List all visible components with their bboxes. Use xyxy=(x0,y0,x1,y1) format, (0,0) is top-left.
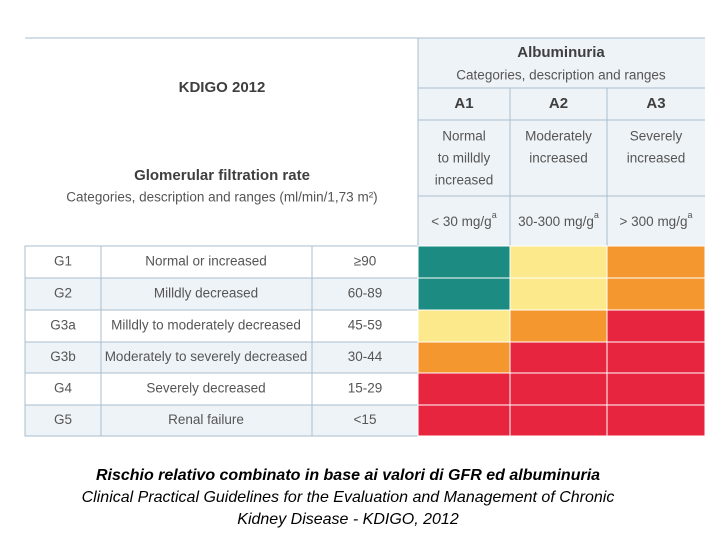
risk-cell xyxy=(417,309,511,343)
gfr-range: 45-59 xyxy=(348,318,383,333)
row-cell xyxy=(311,341,419,374)
risk-cell xyxy=(606,341,706,374)
albuminuria-description: increased xyxy=(529,151,588,166)
row-cell xyxy=(311,404,419,437)
risk-cell xyxy=(606,277,706,311)
gfr-subtitle: Categories, description and ranges (ml/m… xyxy=(66,190,377,205)
albuminuria-header-bg xyxy=(418,38,705,246)
risk-cell xyxy=(509,372,608,406)
gfr-code: G2 xyxy=(54,286,72,301)
albuminuria-code: A1 xyxy=(454,95,473,112)
risk-cell xyxy=(509,404,608,437)
row-cell xyxy=(100,277,313,311)
albuminuria-description: Severely xyxy=(630,129,683,144)
albuminuria-description: increased xyxy=(435,173,494,188)
table-title: KDIGO 2012 xyxy=(179,79,266,96)
risk-cell xyxy=(606,372,706,406)
row-cell xyxy=(100,404,313,437)
range-superscript: a xyxy=(492,210,497,220)
gfr-range: 30-44 xyxy=(348,349,383,364)
gfr-title: Glomerular filtration rate xyxy=(134,167,310,184)
row-cell xyxy=(100,372,313,406)
range-text: > 300 mg/g xyxy=(620,214,688,229)
row-cell xyxy=(24,404,102,437)
row-cell xyxy=(311,372,419,406)
row-cell xyxy=(100,245,313,279)
risk-cell xyxy=(509,341,608,374)
risk-cell xyxy=(509,277,608,311)
albuminuria-code: A3 xyxy=(646,95,665,112)
row-cell xyxy=(24,309,102,343)
range-superscript: a xyxy=(687,210,692,220)
albuminuria-range: 30-300 mg/ga xyxy=(518,210,599,228)
row-cell xyxy=(100,309,313,343)
range-text: < 30 mg/g xyxy=(431,214,491,229)
gfr-range: 15-29 xyxy=(348,381,383,396)
row-cell xyxy=(24,341,102,374)
row-cell xyxy=(24,372,102,406)
albuminuria-description: Normal xyxy=(442,129,486,144)
gfr-range: ≥90 xyxy=(354,254,376,269)
caption-line: Clinical Practical Guidelines for the Ev… xyxy=(82,489,615,506)
row-cell xyxy=(311,309,419,343)
risk-cell xyxy=(417,277,511,311)
risk-cell xyxy=(509,309,608,343)
caption-line: Rischio relativo combinato in base ai va… xyxy=(96,467,600,484)
gfr-range: 60-89 xyxy=(348,286,383,301)
risk-cell xyxy=(509,245,608,279)
risk-cell xyxy=(606,404,706,437)
gfr-code: G5 xyxy=(54,412,72,427)
risk-cell xyxy=(417,404,511,437)
albuminuria-range: < 30 mg/ga xyxy=(431,210,496,228)
gfr-range: <15 xyxy=(354,412,377,427)
gfr-code: G3b xyxy=(50,349,76,364)
albuminuria-code: A2 xyxy=(549,95,568,112)
gfr-code: G1 xyxy=(54,254,72,269)
albuminuria-range: > 300 mg/ga xyxy=(620,210,693,228)
albuminuria-description: increased xyxy=(627,151,686,166)
risk-cell xyxy=(606,245,706,279)
gfr-code: G4 xyxy=(54,381,73,396)
risk-cell xyxy=(417,372,511,406)
caption-line: Kidney Disease - KDIGO, 2012 xyxy=(237,511,459,528)
risk-cell xyxy=(606,309,706,343)
gfr-description: Severely decreased xyxy=(146,381,265,396)
gfr-description: Normal or increased xyxy=(145,254,267,269)
risk-cell xyxy=(417,245,511,279)
gfr-description: Milldly decreased xyxy=(154,286,258,301)
row-cell xyxy=(24,277,102,311)
albuminuria-title: Albuminuria xyxy=(517,44,605,61)
albuminuria-description: to milldly xyxy=(438,151,491,166)
albuminuria-description: Moderately xyxy=(525,129,592,144)
range-superscript: a xyxy=(594,210,599,220)
gfr-description: Moderately to severely decreased xyxy=(105,349,308,364)
gfr-code: G3a xyxy=(50,318,76,333)
albuminuria-subtitle: Categories, description and ranges xyxy=(456,68,666,83)
gfr-description: Milldly to moderately decreased xyxy=(111,318,301,333)
gfr-description: Renal failure xyxy=(168,412,244,427)
range-text: 30-300 mg/g xyxy=(518,214,594,229)
risk-cell xyxy=(417,341,511,374)
row-cell xyxy=(311,277,419,311)
